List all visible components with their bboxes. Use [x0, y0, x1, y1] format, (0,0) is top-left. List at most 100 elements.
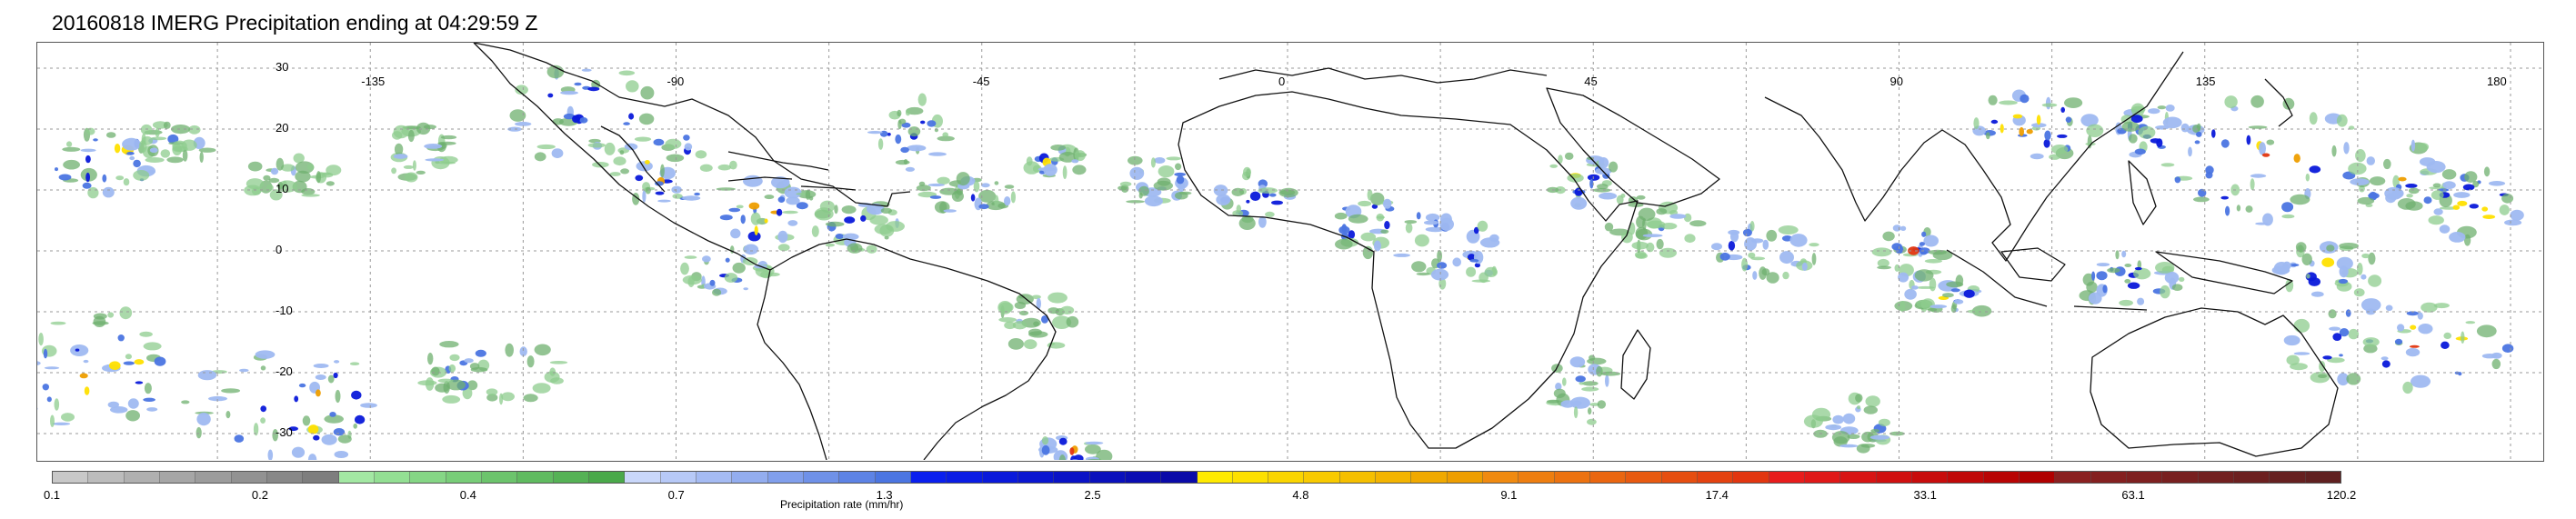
- precip-cell: [2483, 166, 2491, 177]
- precip-cell: [1047, 307, 1059, 314]
- precip-cell: [2426, 161, 2446, 174]
- precip-cell: [1660, 223, 1678, 230]
- precip-cell: [860, 215, 867, 222]
- precip-cell: [221, 388, 241, 394]
- precip-cell: [313, 364, 329, 368]
- precip-cell: [443, 381, 450, 394]
- colorbar-segment: [2270, 472, 2306, 483]
- precip-cell: [1246, 199, 1250, 204]
- precip-cell: [978, 189, 997, 203]
- precip-cell: [87, 186, 99, 199]
- precip-cell: [1249, 191, 1261, 201]
- precip-cell: [83, 359, 89, 364]
- colorbar-segment: [195, 472, 232, 483]
- precip-cell: [981, 183, 990, 188]
- precip-cell: [2360, 274, 2367, 280]
- precip-cell: [2350, 178, 2370, 186]
- precip-cell: [1050, 145, 1067, 151]
- precip-cell: [1719, 252, 1730, 261]
- precip-cell: [1128, 155, 1143, 165]
- precip-cell: [440, 135, 457, 140]
- precip-cell: [834, 205, 838, 215]
- precip-cell: [1609, 161, 1619, 173]
- precip-cell: [869, 215, 888, 225]
- precip-cell: [2150, 138, 2161, 144]
- precip-cell: [1923, 235, 1939, 247]
- precip-cell: [425, 158, 445, 162]
- precip-cell: [1916, 300, 1931, 308]
- precip-cell: [1007, 338, 1024, 350]
- precip-cell: [783, 178, 790, 187]
- precip-cell: [1452, 257, 1461, 267]
- precip-cell: [1232, 210, 1244, 217]
- precip-cell: [927, 120, 937, 127]
- precip-cell: [2449, 232, 2466, 243]
- precip-cell: [1898, 272, 1909, 283]
- precip-cell: [1439, 217, 1454, 231]
- precip-cell: [2321, 257, 2335, 267]
- precip-cell: [1348, 214, 1368, 224]
- precip-cell: [1072, 165, 1087, 175]
- precip-cell: [2441, 169, 2457, 180]
- precip-cell: [1560, 400, 1575, 408]
- precip-cell: [2293, 352, 2310, 355]
- precip-cell: [750, 212, 761, 225]
- precip-cell: [2248, 125, 2268, 129]
- precip-cell: [2339, 265, 2349, 278]
- precip-cell: [776, 208, 783, 216]
- precip-cell: [1782, 271, 1789, 280]
- precip-cell: [1334, 212, 1348, 220]
- colorbar-tick-label: 0.1: [43, 488, 61, 502]
- precip-cell: [85, 127, 95, 135]
- precip-cell: [1158, 165, 1175, 178]
- colorbar-segment: [1017, 472, 1055, 483]
- precip-cell: [526, 355, 535, 368]
- precip-cell: [552, 118, 564, 125]
- precip-cell: [2026, 128, 2033, 135]
- precip-cell: [1689, 220, 1707, 227]
- precip-cell: [1683, 213, 1692, 223]
- precip-cell: [1466, 266, 1477, 277]
- precip-cell: [2368, 252, 2376, 265]
- precip-cell: [719, 215, 733, 221]
- precip-cell: [1809, 243, 1819, 247]
- precip-cell: [509, 109, 526, 122]
- precip-cell: [2174, 176, 2181, 184]
- precip-cell: [2211, 129, 2216, 138]
- precip-cell: [1028, 331, 1048, 338]
- precip-cell: [1855, 394, 1863, 403]
- precip-cell: [2250, 178, 2255, 191]
- colorbar-tick-label: 120.2: [2326, 488, 2357, 502]
- precip-cell: [811, 225, 819, 237]
- precip-cell: [712, 288, 722, 296]
- colorbar-tick-label: 1.3: [876, 488, 893, 502]
- precip-cell: [198, 147, 216, 153]
- precip-cell: [2080, 114, 2099, 127]
- precip-cell: [37, 361, 41, 365]
- colorbar-segment: [410, 472, 446, 483]
- precip-cell: [247, 161, 263, 172]
- precip-cell: [246, 178, 265, 190]
- precip-cell: [431, 366, 440, 376]
- precip-cell: [1474, 263, 1480, 268]
- precip-cell: [449, 354, 460, 362]
- latitude-label: -20: [276, 364, 293, 378]
- precip-cell: [2366, 156, 2375, 165]
- precip-cell: [260, 417, 266, 424]
- precip-cell: [2107, 267, 2120, 274]
- precip-cell: [835, 234, 844, 239]
- precip-cell: [1144, 195, 1163, 207]
- precip-cell: [2357, 196, 2375, 205]
- precip-cell: [2012, 114, 2023, 119]
- precip-cell: [973, 180, 980, 193]
- precip-cell: [293, 153, 305, 164]
- precip-cell: [288, 426, 299, 432]
- precip-cell: [619, 150, 625, 155]
- precip-cell: [2457, 200, 2468, 206]
- precip-cell: [1037, 167, 1057, 172]
- precip-cell: [2157, 105, 2167, 110]
- precip-cell: [1728, 241, 1736, 251]
- precip-cell: [732, 262, 746, 274]
- precip-cell: [796, 202, 808, 210]
- precip-cell: [1265, 211, 1275, 217]
